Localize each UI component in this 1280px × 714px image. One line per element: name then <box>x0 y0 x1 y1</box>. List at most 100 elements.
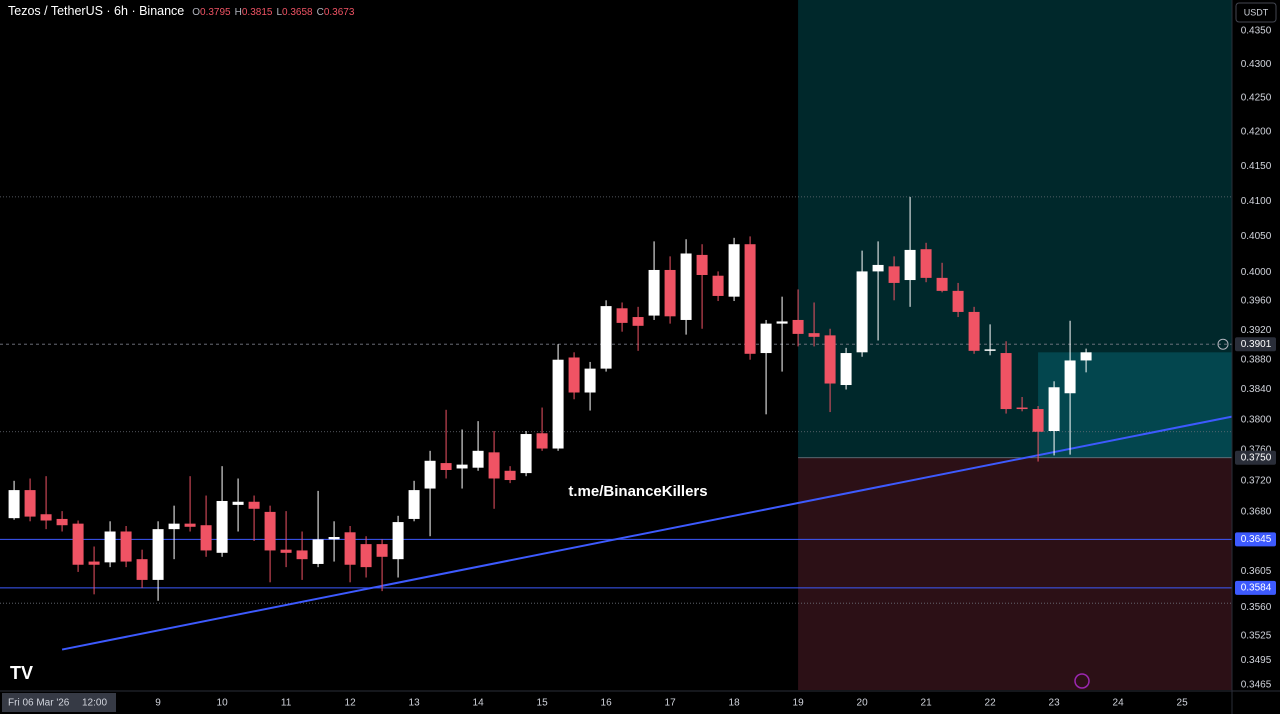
candle-body <box>360 544 372 568</box>
candle-body <box>216 500 228 553</box>
logo: TV <box>10 663 33 683</box>
y-tick-label: 0.4100 <box>1241 196 1272 207</box>
y-tick-label: 0.3560 <box>1241 602 1272 613</box>
candle-body <box>248 501 260 509</box>
candle-body <box>504 470 516 481</box>
candle-body <box>616 308 628 323</box>
candle-body <box>8 490 20 519</box>
y-tick-label: 0.4250 <box>1241 92 1272 103</box>
candle-body <box>408 490 420 519</box>
watermark: t.me/BinanceKillers <box>568 483 707 500</box>
candle-body <box>168 523 180 530</box>
candle-body <box>1064 360 1076 394</box>
x-tick-label: 21 <box>921 698 933 709</box>
entry-tag <box>1235 450 1276 465</box>
title: Tezos / TetherUS · 6h · Binance <box>8 4 184 18</box>
y-tick-label: 0.3960 <box>1241 296 1272 307</box>
candle-body <box>56 518 68 526</box>
ohlc-value: 0.3673 <box>324 7 355 18</box>
candle-body <box>728 244 740 297</box>
candle-body <box>696 254 708 275</box>
x-tick-label: 9 <box>155 698 161 709</box>
candle-body <box>1016 407 1028 410</box>
x-tick-label: 17 <box>665 698 677 709</box>
x-tick-label: 11 <box>281 698 292 709</box>
candle-body <box>744 244 756 354</box>
y-tick-label: 0.3680 <box>1241 507 1272 518</box>
candle-body <box>488 452 500 479</box>
candle-body <box>296 550 308 560</box>
x-tick-label: 13 <box>409 698 421 709</box>
x-tick-label: 20 <box>857 698 869 709</box>
x-tick-label: 18 <box>729 698 741 709</box>
candle-body <box>1000 353 1012 410</box>
current-price-tag <box>1235 337 1276 352</box>
icon[interactable] <box>1074 673 1090 689</box>
y-tick-label: 0.4050 <box>1241 231 1272 242</box>
candle-body <box>904 249 916 281</box>
candle-body <box>600 306 612 369</box>
currency[interactable]: USDT <box>1244 7 1269 17</box>
candle-body <box>280 549 292 553</box>
candle-body <box>376 544 388 557</box>
candle-body <box>584 368 596 393</box>
ohlc-key: C <box>317 7 324 18</box>
candle-body <box>328 537 340 540</box>
candle-body <box>632 317 644 326</box>
crosshair-box <box>2 693 116 712</box>
candle-body <box>824 335 836 384</box>
candle-body <box>648 269 660 316</box>
entry-label: 0.3750 <box>1241 452 1272 463</box>
candle-body <box>552 359 564 449</box>
x-tick-label: 16 <box>601 698 613 709</box>
candle-body <box>312 539 324 564</box>
candle-body <box>152 529 164 580</box>
candle-body <box>72 523 84 565</box>
candle-body <box>1048 387 1060 431</box>
ohlc-key: O <box>192 7 200 18</box>
zones <box>798 0 1232 690</box>
candle-body <box>984 349 996 351</box>
candle-body <box>792 319 804 334</box>
y-tick-label: 0.4350 <box>1241 26 1272 37</box>
candle-body <box>776 321 788 324</box>
x-tick-label: 23 <box>1049 698 1061 709</box>
candle-body <box>120 531 132 562</box>
y-tick-label: 0.3525 <box>1241 630 1272 641</box>
candle-body <box>440 463 452 471</box>
y-tick-label: 0.3720 <box>1241 475 1272 486</box>
candle-body <box>872 264 884 272</box>
candle-body <box>184 523 196 527</box>
trendline <box>61 415 1233 651</box>
y-tick-label: 0.3495 <box>1241 655 1272 666</box>
candle-body <box>664 269 676 317</box>
x-tick-label: 19 <box>793 698 805 709</box>
candle-body <box>712 275 724 296</box>
candle-body <box>920 249 932 278</box>
level-tag <box>1235 532 1276 547</box>
x-tick-label: 25 <box>1177 698 1189 709</box>
candle-body <box>760 323 772 354</box>
candle-body <box>536 433 548 449</box>
x-tick-label: 15 <box>537 698 549 709</box>
crosshair-date: Fri 06 Mar '26 <box>8 698 70 709</box>
candle-body <box>968 311 980 351</box>
crosshair-time: 12:00 <box>82 698 107 709</box>
y-tick-label: 0.3920 <box>1241 325 1272 336</box>
y-tick-label: 0.3605 <box>1241 566 1272 577</box>
candle-body <box>936 277 948 291</box>
candle-body <box>520 434 532 474</box>
candles <box>8 196 1092 601</box>
candle-body <box>472 450 484 468</box>
x-tick-label: 12 <box>345 698 357 709</box>
currency-button[interactable] <box>1235 2 1277 23</box>
lines <box>0 196 1233 651</box>
candle-body <box>1080 352 1092 361</box>
level-label: 0.3645 <box>1241 534 1272 545</box>
candle-body <box>392 522 404 560</box>
candle-body <box>232 501 244 505</box>
candle-body <box>424 460 436 489</box>
position-zone <box>798 457 1232 690</box>
candle-body <box>856 271 868 353</box>
